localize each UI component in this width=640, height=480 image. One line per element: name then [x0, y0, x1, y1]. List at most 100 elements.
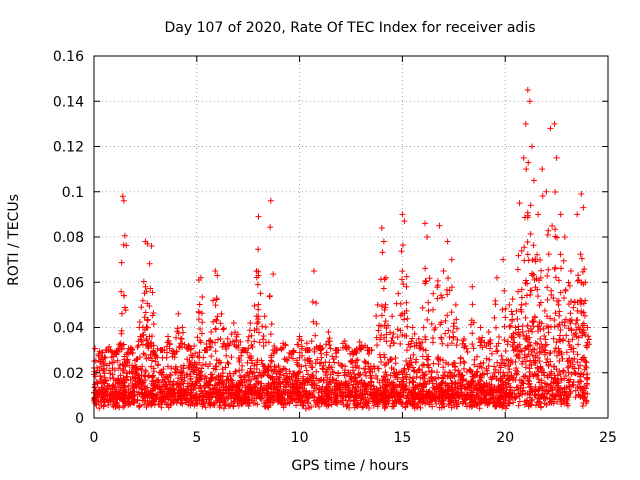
data-point: [356, 392, 363, 399]
data-point: [342, 389, 349, 396]
data-point: [417, 381, 424, 388]
data-point: [524, 251, 531, 258]
data-point: [312, 401, 319, 408]
data-point: [450, 323, 457, 330]
data-point: [293, 371, 300, 378]
data-point: [357, 371, 364, 378]
data-point: [448, 284, 455, 291]
data-point: [499, 306, 506, 313]
data-point: [387, 342, 394, 349]
data-point: [244, 389, 251, 396]
data-point: [439, 357, 446, 364]
data-point: [147, 388, 154, 395]
data-point: [397, 327, 404, 334]
data-point: [289, 378, 296, 385]
data-point: [109, 390, 116, 397]
data-point: [461, 365, 468, 372]
data-point: [392, 354, 399, 361]
data-point: [129, 350, 136, 357]
data-point: [470, 319, 477, 326]
data-point: [434, 369, 441, 376]
data-point: [120, 404, 127, 411]
data-point: [246, 370, 253, 377]
data-point: [235, 402, 242, 409]
data-point: [527, 202, 534, 209]
data-point: [403, 358, 410, 365]
data-point: [572, 387, 579, 394]
data-point: [553, 339, 560, 346]
data-point: [353, 397, 360, 404]
data-point: [534, 251, 541, 258]
data-point: [409, 324, 416, 331]
data-point: [460, 358, 467, 365]
data-point: [557, 289, 564, 296]
data-point: [294, 341, 301, 348]
data-point: [150, 368, 157, 375]
data-point: [286, 394, 293, 401]
data-point: [118, 288, 125, 295]
data-point: [395, 392, 402, 399]
data-point: [520, 154, 527, 161]
data-point: [524, 86, 531, 93]
data-point: [305, 378, 312, 385]
data-point: [183, 344, 190, 351]
data-point: [267, 224, 274, 231]
data-point: [207, 394, 214, 401]
data-point: [541, 386, 548, 393]
data-point: [532, 340, 539, 347]
data-point: [534, 354, 541, 361]
data-point: [116, 341, 123, 348]
data-point: [126, 400, 133, 407]
data-point: [313, 398, 320, 405]
data-point: [442, 317, 449, 324]
data-point: [303, 340, 310, 347]
data-point: [530, 242, 537, 249]
data-point: [581, 312, 588, 319]
data-point: [388, 337, 395, 344]
data-point: [230, 395, 237, 402]
data-point: [397, 397, 404, 404]
data-point: [404, 323, 411, 330]
data-point: [500, 381, 507, 388]
data-point: [323, 369, 330, 376]
data-point: [225, 403, 232, 410]
data-point: [216, 381, 223, 388]
data-point: [168, 400, 175, 407]
data-point: [249, 360, 256, 367]
data-point: [393, 369, 400, 376]
data-point: [555, 297, 562, 304]
data-point: [201, 375, 208, 382]
data-point: [284, 399, 291, 406]
data-point: [247, 319, 254, 326]
data-point: [266, 400, 273, 407]
data-point: [512, 324, 519, 331]
data-point: [206, 343, 213, 350]
data-point: [347, 369, 354, 376]
data-point: [358, 381, 365, 388]
data-point: [160, 378, 167, 385]
data-point: [296, 354, 303, 361]
data-point: [566, 282, 573, 289]
data-point: [565, 301, 572, 308]
data-point: [382, 318, 389, 325]
data-point: [142, 283, 149, 290]
data-point: [345, 382, 352, 389]
data-point: [361, 358, 368, 365]
data-point: [406, 363, 413, 370]
data-point: [560, 295, 567, 302]
data-point: [421, 372, 428, 379]
data-point: [109, 371, 116, 378]
data-point: [524, 322, 531, 329]
data-point: [417, 340, 424, 347]
data-point: [459, 400, 466, 407]
data-point: [249, 391, 256, 398]
data-point: [215, 396, 222, 403]
data-point: [149, 374, 156, 381]
data-point: [217, 320, 224, 327]
data-point: [438, 292, 445, 299]
data-point: [441, 403, 448, 410]
data-point: [142, 309, 149, 316]
data-point: [556, 368, 563, 375]
data-point: [581, 266, 588, 273]
data-point: [429, 403, 436, 410]
